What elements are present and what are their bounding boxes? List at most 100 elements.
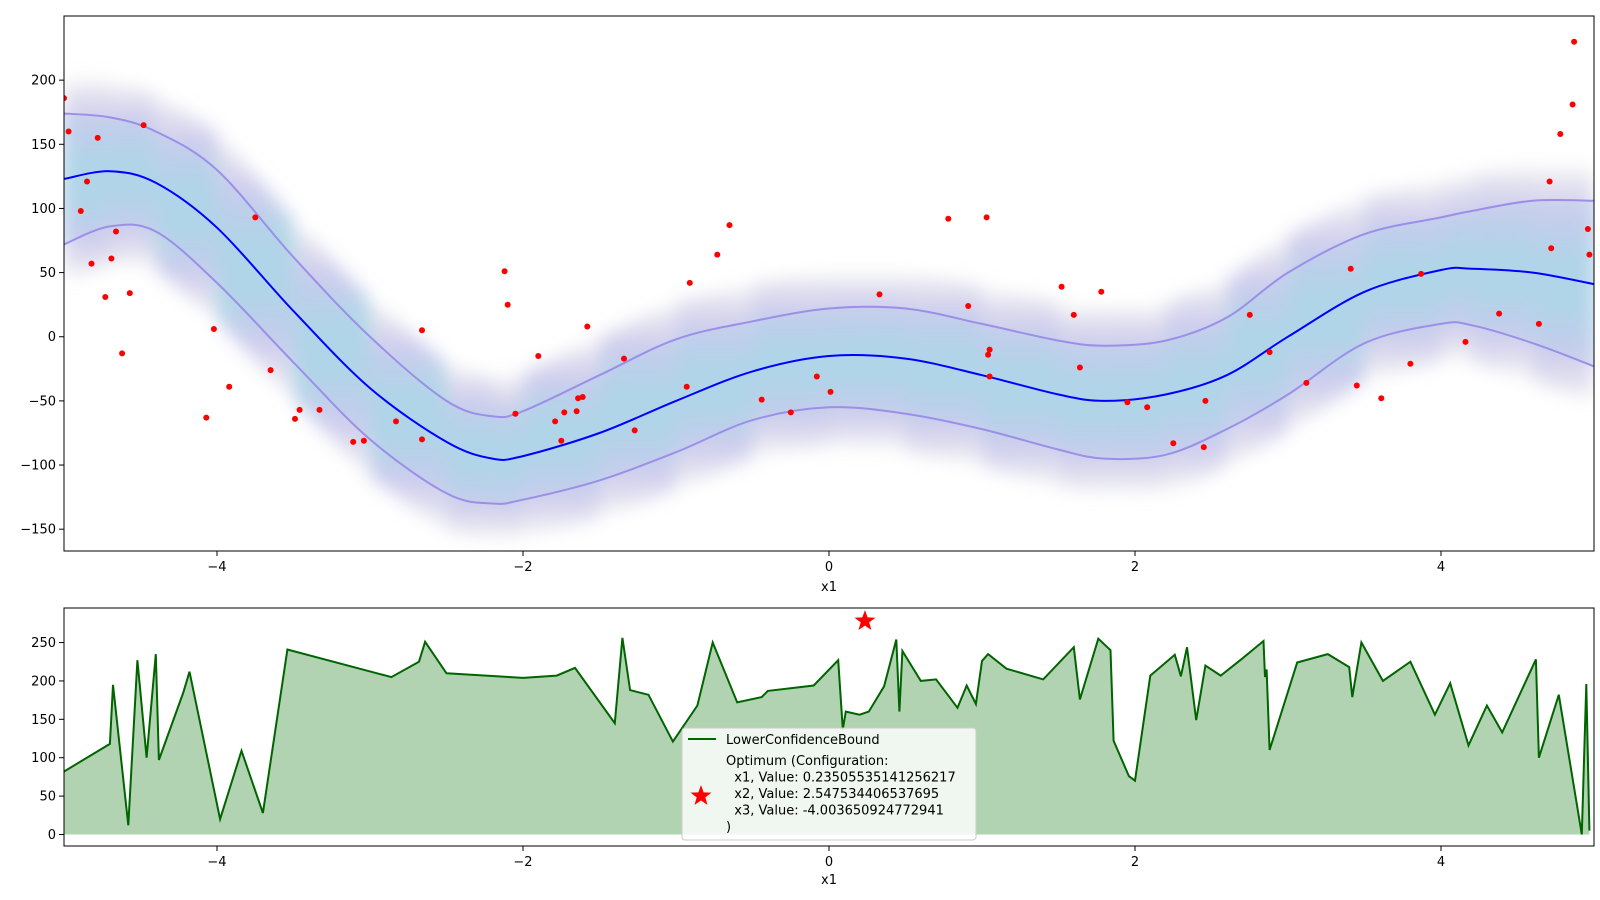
y-tick-label: 100 xyxy=(31,751,56,766)
bottom-x-axis-label: x1 xyxy=(821,873,837,888)
legend-optimum-line: ) xyxy=(726,820,731,835)
top-x-ticks: −4 −2 0 2 4 xyxy=(207,551,1445,575)
observation-point xyxy=(945,215,952,222)
observation-point xyxy=(1378,395,1385,402)
shade-segment xyxy=(676,283,753,491)
observation-point xyxy=(1303,379,1310,386)
observation-point xyxy=(1266,349,1273,356)
legend-optimum-line: x2, Value: 2.547534406537695 xyxy=(726,787,939,802)
y-tick-label: 250 xyxy=(31,636,56,651)
observation-point xyxy=(714,251,721,258)
observation-point xyxy=(1496,310,1503,317)
shade-segment xyxy=(1471,162,1533,382)
y-tick-label: −50 xyxy=(29,394,56,409)
observation-point xyxy=(813,373,820,380)
observation-point xyxy=(983,214,990,221)
observation-point xyxy=(1557,131,1564,137)
observation-point xyxy=(94,134,101,141)
observation-point xyxy=(827,388,834,395)
observation-point xyxy=(84,178,90,185)
shade-segment xyxy=(155,93,217,321)
legend-optimum-line: Optimum (Configuration: xyxy=(726,754,889,769)
y-tick-label: 100 xyxy=(31,202,56,217)
observation-point xyxy=(986,346,993,353)
observation-point xyxy=(1200,444,1207,451)
observation-point xyxy=(1584,226,1591,232)
observation-point xyxy=(1058,283,1065,290)
observation-point xyxy=(501,268,508,275)
observation-point xyxy=(140,122,147,129)
legend-optimum-line: x3, Value: -4.003650924772941 xyxy=(726,804,944,819)
observation-point xyxy=(726,222,733,229)
acquisition-plot: −4 −2 0 2 4 0 50 100 150 200 250 x1 LowerConfiden… xyxy=(31,607,1595,888)
observation-point xyxy=(1571,38,1578,45)
y-tick-label: 50 xyxy=(39,266,56,281)
shade-segment xyxy=(370,298,447,532)
observation-point xyxy=(126,290,133,297)
observation-point xyxy=(1144,404,1151,411)
legend-entry-optimum: Optimum (Configuration: x1, Value: 0.235… xyxy=(726,754,956,835)
observation-point xyxy=(552,418,559,425)
observation-point xyxy=(77,208,84,214)
lower-bound-line xyxy=(64,223,1594,505)
observation-point xyxy=(1076,364,1083,371)
observations xyxy=(64,38,1593,451)
observation-point xyxy=(573,408,580,415)
legend-star-icon xyxy=(690,785,712,805)
observation-point xyxy=(350,438,357,445)
observation-point xyxy=(686,279,693,286)
observation-point xyxy=(1548,245,1555,252)
observation-point xyxy=(758,396,765,403)
observation-point xyxy=(965,303,972,309)
y-tick-label: −150 xyxy=(20,523,56,538)
shade-segment xyxy=(1288,196,1365,433)
y-tick-label: 200 xyxy=(31,674,56,689)
observation-point xyxy=(419,327,425,334)
observation-point xyxy=(1098,288,1105,295)
y-tick-label: 150 xyxy=(31,713,56,728)
observation-point xyxy=(203,414,210,421)
acquisition-line xyxy=(64,636,1591,835)
observation-point xyxy=(1462,338,1469,345)
observation-point xyxy=(621,355,627,362)
observation-point xyxy=(575,395,582,402)
y-tick-label: 0 xyxy=(48,330,56,345)
shade-segment xyxy=(293,219,370,478)
observation-point xyxy=(419,436,425,443)
observation-point xyxy=(1246,311,1253,318)
x-tick-label: 2 xyxy=(1131,560,1139,575)
observation-point xyxy=(1418,270,1425,277)
shade-segment xyxy=(1532,162,1594,405)
observation-point xyxy=(1586,251,1593,258)
observation-point xyxy=(683,383,690,390)
observation-point xyxy=(292,415,298,422)
observation-point xyxy=(561,409,568,416)
legend: LowerConfidenceBound Optimum (Configurat… xyxy=(681,727,977,841)
observation-point xyxy=(1170,440,1177,447)
shade-segment xyxy=(1364,179,1441,382)
y-tick-label: 0 xyxy=(48,828,56,843)
shade-segment xyxy=(599,301,676,519)
observation-point xyxy=(210,326,217,332)
observation-point xyxy=(267,367,274,374)
observation-point xyxy=(584,323,591,330)
posterior-mean xyxy=(64,170,1594,461)
x-tick-label: 0 xyxy=(825,560,833,575)
observation-point xyxy=(512,410,519,417)
x-tick-label: 2 xyxy=(1131,855,1139,870)
observation-point xyxy=(579,394,586,400)
top-x-axis-label: x1 xyxy=(821,580,837,595)
y-tick-label: −100 xyxy=(20,459,56,474)
x-tick-label: −2 xyxy=(513,855,532,870)
observation-point xyxy=(1569,101,1576,108)
observation-point xyxy=(1124,399,1131,406)
gp-fit-plot: −4 −2 0 2 4 −150 −100 −50 0 50 100 150 200 x1 xyxy=(20,15,1595,595)
optimum-marker-layer xyxy=(854,610,876,630)
observation-point xyxy=(787,409,794,416)
observation-point xyxy=(65,128,72,135)
y-tick-label: 150 xyxy=(31,138,56,153)
observation-point xyxy=(393,418,399,425)
shade-segment xyxy=(523,337,600,538)
y-tick-label: 50 xyxy=(39,790,56,805)
observation-point xyxy=(296,406,303,413)
